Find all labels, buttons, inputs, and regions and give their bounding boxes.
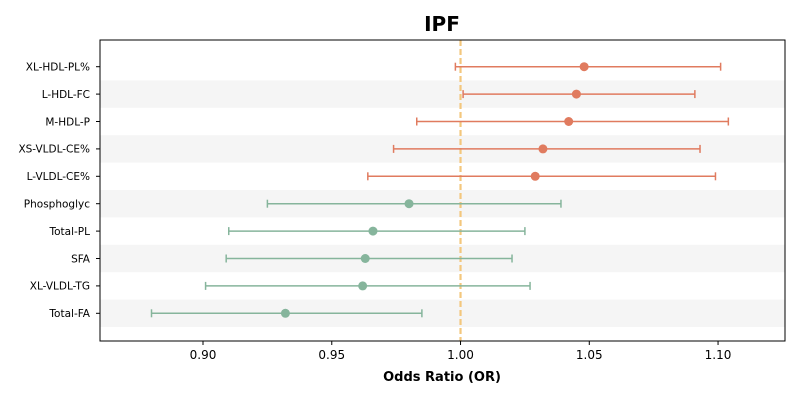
y-tick-label: SFA: [71, 253, 91, 265]
point-estimate-L-VLDL-CE%: [530, 171, 540, 181]
x-tick-label: 0.90: [190, 348, 217, 362]
marks-group: [150, 62, 730, 318]
point-estimate-Total-PL: [368, 226, 378, 236]
point-estimate-XL-HDL-PL%: [579, 62, 589, 72]
y-tick-label: XS-VLDL-CE%: [18, 144, 90, 156]
point-estimate-Phosphoglyc: [404, 199, 414, 209]
y-tick-label: L-VLDL-CE%: [27, 171, 90, 183]
y-tick-label: Phosphoglyc: [24, 199, 90, 211]
point-estimate-Total-FA: [280, 308, 290, 318]
x-axis-label: Odds Ratio (OR): [383, 370, 501, 385]
point-estimate-XL-VLDL-TG: [358, 281, 368, 291]
y-tick-label: XL-VLDL-TG: [30, 281, 90, 293]
y-tick-label: L-HDL-FC: [42, 89, 90, 101]
y-tick-label: Total-FA: [48, 308, 90, 320]
y-tick-label: Total-PL: [49, 226, 91, 238]
point-estimate-SFA: [360, 254, 370, 263]
chart-title: IPF: [424, 12, 460, 36]
x-tick-label: 1.05: [576, 348, 603, 362]
x-ticks-group: 0.90 0.95 1.00 1.05 1.10: [190, 341, 732, 362]
point-estimate-M-HDL-P: [564, 117, 574, 126]
y-tick-label: XL-HDL-PL%: [26, 62, 90, 74]
point-estimate-XS-VLDL-CE%: [538, 144, 548, 154]
point-estimate-L-HDL-FC: [571, 89, 581, 99]
x-tick-label: 0.95: [318, 348, 345, 362]
x-tick-label: 1.00: [447, 348, 474, 362]
plot-frame: [99, 39, 786, 342]
x-tick-label: 1.10: [705, 348, 732, 362]
y-labels-group: XL-HDL-PL% L-HDL-FC M-HDL-P XS-VLDL-CE% L-VL…: [18, 62, 100, 320]
y-tick-label: M-HDL-P: [45, 116, 90, 128]
